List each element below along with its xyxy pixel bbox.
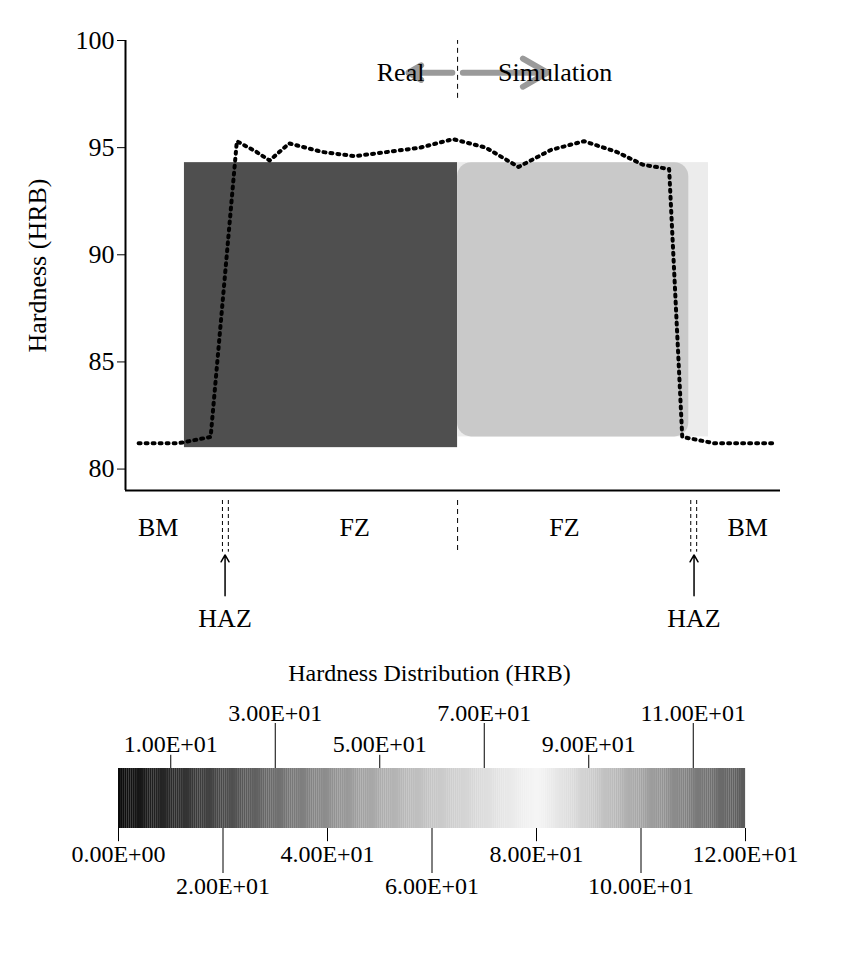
svg-text:100: 100 (76, 26, 115, 55)
svg-text:10.00E+01: 10.00E+01 (588, 873, 694, 899)
svg-text:11.00E+01: 11.00E+01 (641, 700, 746, 726)
svg-text:12.00E+01: 12.00E+01 (692, 841, 798, 867)
svg-text:BM: BM (138, 513, 178, 542)
svg-text:4.00E+01: 4.00E+01 (280, 841, 374, 867)
svg-text:BM: BM (728, 513, 768, 542)
svg-text:HAZ: HAZ (198, 604, 251, 633)
svg-text:0.00E+00: 0.00E+00 (71, 841, 165, 867)
svg-text:FZ: FZ (549, 513, 579, 542)
svg-text:9.00E+01: 9.00E+01 (542, 731, 636, 757)
svg-text:2.00E+01: 2.00E+01 (176, 873, 270, 899)
svg-text:6.00E+01: 6.00E+01 (385, 873, 479, 899)
svg-text:Simulation: Simulation (498, 58, 612, 87)
svg-text:8.00E+01: 8.00E+01 (489, 841, 583, 867)
html-text:Hardness Distribution (HRB): Hardness Distribution (HRB) (288, 660, 571, 686)
svg-text:HAZ: HAZ (667, 604, 720, 633)
svg-text:90: 90 (89, 240, 115, 269)
svg-text:Real: Real (377, 58, 425, 87)
svg-text:1.00E+01: 1.00E+01 (124, 731, 218, 757)
svg-text:80: 80 (89, 454, 115, 483)
svg-text:5.00E+01: 5.00E+01 (333, 731, 427, 757)
svg-text:FZ: FZ (340, 513, 370, 542)
svg-text:7.00E+01: 7.00E+01 (437, 700, 531, 726)
svg-text:95: 95 (89, 133, 115, 162)
svg-text:85: 85 (89, 347, 115, 376)
svg-text:Hardness (HRB): Hardness (HRB) (23, 178, 52, 352)
svg-text:3.00E+01: 3.00E+01 (228, 700, 322, 726)
